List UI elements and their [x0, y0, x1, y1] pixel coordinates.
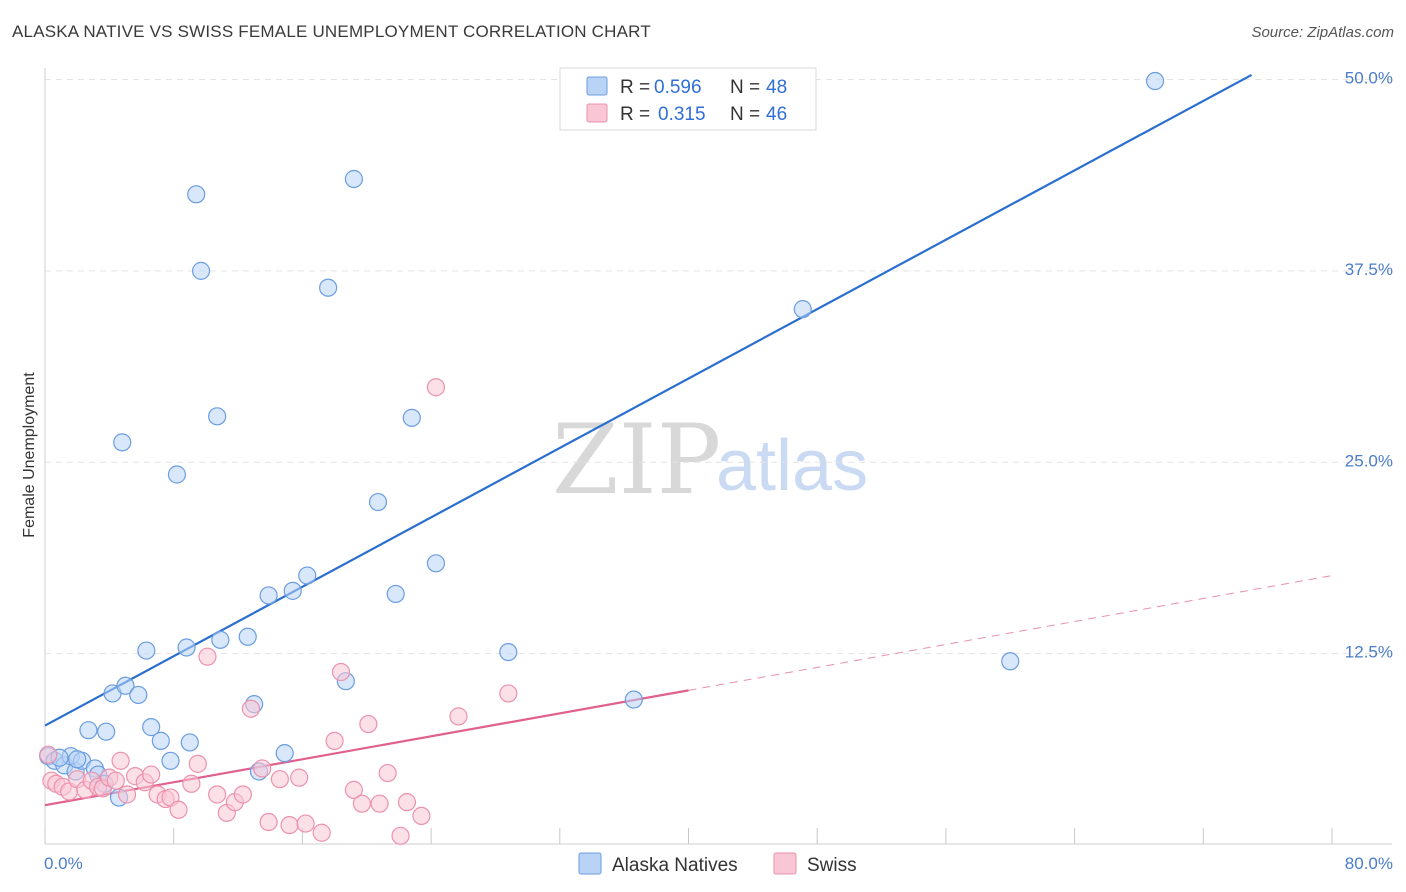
point-swiss — [270, 770, 289, 789]
chart-title: ALASKA NATIVE VS SWISS FEMALE UNEMPLOYME… — [12, 22, 651, 41]
point-alaska-natives — [191, 261, 211, 280]
point-swiss — [359, 714, 378, 734]
point-alaska-natives — [113, 433, 132, 452]
legend-n-value-1: 48 — [766, 77, 787, 98]
point-alaska-natives — [238, 627, 257, 646]
legend-swatch-swiss — [586, 103, 608, 123]
point-swiss — [290, 768, 309, 787]
point-swiss — [233, 785, 252, 804]
x-tick-label: 0.0% — [44, 854, 83, 873]
trend-line-alaska-natives — [44, 73, 1253, 727]
point-alaska-natives — [1145, 71, 1165, 91]
point-alaska-natives — [187, 185, 206, 204]
point-alaska-natives — [402, 408, 421, 427]
bottom-legend-swatch-swiss — [773, 852, 797, 875]
point-swiss — [331, 662, 351, 682]
point-alaska-natives — [161, 751, 180, 770]
point-swiss — [182, 774, 201, 793]
point-alaska-natives — [275, 744, 294, 763]
point-swiss — [312, 823, 331, 842]
point-swiss — [253, 759, 272, 778]
source-label: Source: ZipAtlas.com — [1251, 24, 1394, 41]
point-alaska-natives — [180, 733, 199, 752]
legend-swatch-alaska — [586, 76, 608, 96]
legend-n-value-2: 46 — [766, 104, 787, 125]
bottom-legend-swatch-alaska — [578, 852, 602, 875]
tick-labels: 12.5% 25.0% 37.5% 50.0% 0.0% 80.0% — [44, 69, 1393, 874]
point-swiss — [106, 771, 125, 790]
point-swiss — [241, 699, 261, 718]
point-alaska-natives — [68, 750, 87, 769]
point-swiss — [208, 785, 227, 804]
point-alaska-natives — [298, 566, 317, 585]
point-alaska-natives — [426, 554, 446, 573]
y-axis-label: Female Unemployment — [21, 372, 38, 538]
point-alaska-natives — [129, 685, 148, 705]
point-alaska-natives — [283, 581, 302, 600]
point-alaska-natives — [151, 731, 170, 750]
point-swiss — [325, 731, 344, 750]
point-alaska-natives — [79, 721, 98, 740]
point-swiss — [169, 800, 188, 819]
x-tick-label: 80.0% — [1345, 854, 1393, 873]
point-alaska-natives — [167, 465, 187, 484]
bottom-legend-swiss: Swiss — [807, 855, 857, 876]
axes — [44, 68, 1392, 845]
y-tick-label: 25.0% — [1345, 451, 1393, 470]
point-alaska-natives — [97, 722, 116, 741]
y-tick-label: 50.0% — [1345, 69, 1393, 88]
point-alaska-natives — [137, 641, 156, 660]
point-alaska-natives — [116, 676, 135, 695]
point-alaska-natives — [211, 630, 230, 649]
point-alaska-natives — [208, 407, 227, 426]
point-swiss — [412, 806, 431, 826]
point-alaska-natives — [386, 584, 405, 604]
point-swiss — [198, 647, 217, 666]
point-alaska-natives — [624, 690, 643, 709]
legend-n-label-2: N = — [730, 104, 760, 125]
point-swiss — [370, 794, 389, 813]
point-swiss — [378, 763, 397, 783]
grid — [45, 79, 1392, 655]
trend-line-swiss-extrapolated — [688, 575, 1333, 691]
point-alaska-natives — [177, 638, 196, 657]
legend: R = 0.596 N = 48 R = 0.315 N = 46 — [559, 67, 817, 131]
legend-r-value-2: 0.315 — [658, 104, 706, 125]
point-swiss — [344, 780, 363, 799]
point-alaska-natives — [259, 586, 278, 605]
point-swiss — [296, 814, 315, 833]
bottom-legend: Alaska Natives Swiss — [578, 852, 857, 876]
point-swiss — [39, 745, 58, 764]
y-tick-label: 12.5% — [1345, 643, 1393, 662]
watermark-atlas: atlas — [716, 426, 868, 506]
point-alaska-natives — [319, 278, 338, 297]
legend-r-label-2: R = — [620, 104, 650, 125]
point-alaska-natives — [793, 300, 812, 319]
legend-n-label-1: N = — [730, 77, 760, 98]
point-swiss — [499, 684, 518, 703]
point-swiss — [391, 826, 410, 845]
point-alaska-natives — [1001, 652, 1020, 671]
point-swiss — [259, 812, 278, 832]
legend-r-label-1: R = — [620, 77, 650, 98]
point-swiss — [280, 815, 299, 835]
point-swiss — [397, 793, 417, 812]
y-tick-label: 37.5% — [1345, 260, 1393, 279]
point-alaska-natives — [142, 718, 161, 737]
point-swiss — [188, 754, 207, 773]
point-swiss — [426, 378, 446, 397]
point-swiss — [142, 765, 161, 784]
point-swiss — [117, 785, 137, 804]
point-alaska-natives — [499, 642, 518, 662]
data-points — [39, 71, 1165, 845]
point-swiss — [449, 707, 468, 726]
point-alaska-natives — [344, 169, 363, 189]
legend-r-value-1: 0.596 — [654, 77, 702, 98]
bottom-legend-alaska: Alaska Natives — [612, 855, 738, 876]
point-alaska-natives — [368, 492, 388, 512]
watermark-zip: ZIP — [552, 404, 721, 516]
point-swiss — [352, 794, 372, 813]
point-swiss — [111, 751, 130, 770]
